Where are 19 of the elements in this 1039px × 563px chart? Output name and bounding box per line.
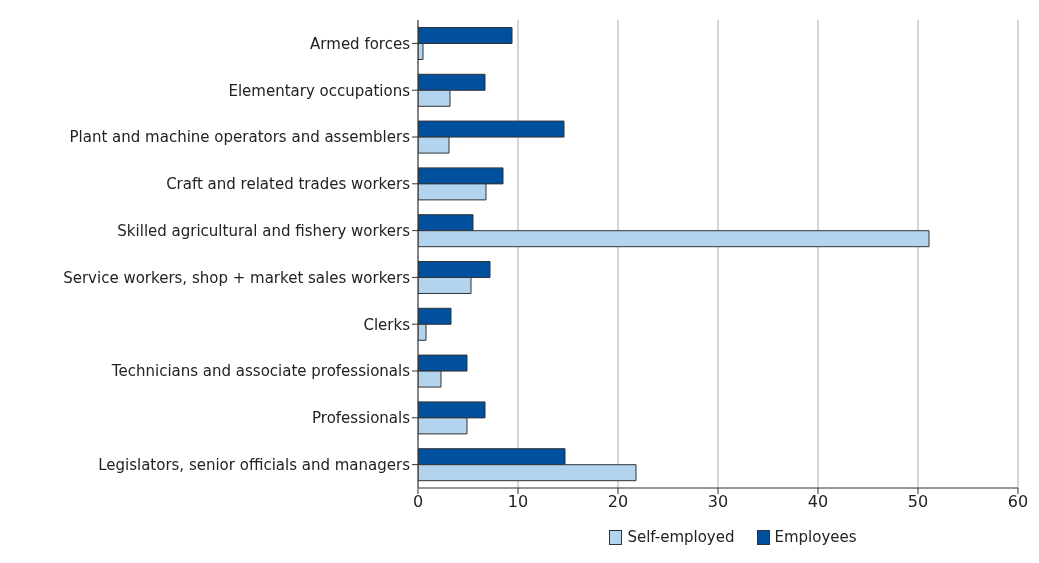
y-tick-label: Legislators, senior officials and managers [98,455,411,474]
x-tick-label: 40 [807,492,829,512]
y-tick-label: Plant and machine operators and assemblers [69,128,411,147]
x-tick-label: 10 [507,492,529,512]
x-tick-label: 50 [907,492,929,512]
legend-label: Employees [773,528,857,546]
y-tick-label: Clerks [363,315,411,334]
y-tick-label: Skilled agricultural and fishery workers [117,221,411,240]
x-tick-label: 0 [412,492,424,512]
legend-label: Self-employed [626,528,735,546]
y-tick-label: Elementary occupations [228,81,411,100]
x-tick-label: 30 [707,492,729,512]
y-tick-label: Craft and related trades workers [166,175,411,194]
x-tick-label: 20 [607,492,629,512]
y-tick-label: Technicians and associate professionals [110,362,411,381]
y-tick-label: Service workers, shop + market sales workers [63,268,411,287]
y-tick-label: Armed forces [310,34,411,53]
x-tick-label: 60 [1007,492,1029,512]
y-tick-label: Professionals [312,409,411,428]
